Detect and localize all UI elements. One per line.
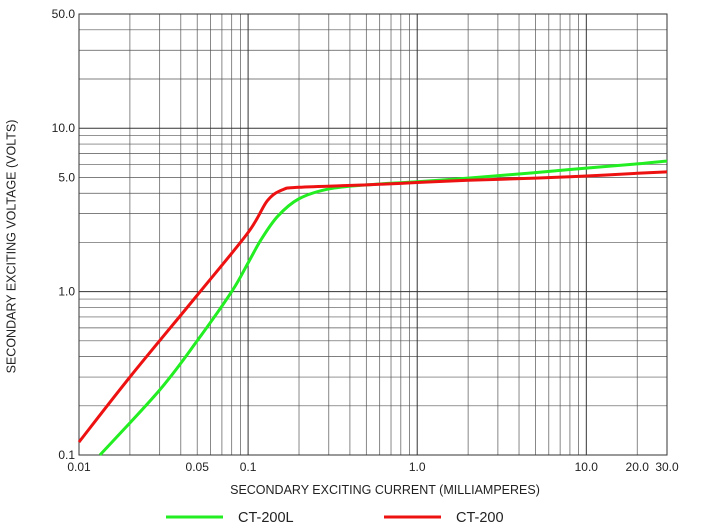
legend-label: CT-200L bbox=[238, 510, 294, 526]
y-tick-label: 50.0 bbox=[52, 7, 76, 21]
x-tick-label: 10.0 bbox=[575, 460, 599, 474]
y-tick-label: 10.0 bbox=[52, 121, 76, 135]
legend-label: CT-200 bbox=[456, 510, 504, 526]
y-tick-labels: 0.1 1.0 5.0 10.0 50.0 bbox=[52, 7, 76, 462]
x-tick-label: 0.1 bbox=[240, 460, 257, 474]
plot-frame bbox=[78, 13, 668, 456]
x-tick-label: 0.05 bbox=[186, 460, 210, 474]
y-tick-label: 1.0 bbox=[58, 285, 75, 299]
y-tick-label: 5.0 bbox=[58, 170, 75, 184]
series-line-ct-200 bbox=[77, 170, 668, 443]
series-line-ct-200l bbox=[98, 159, 668, 457]
y-tick-label: 0.1 bbox=[58, 448, 75, 462]
x-tick-label: 1.0 bbox=[409, 460, 426, 474]
grid-minor-lines bbox=[79, 13, 668, 455]
legend: CT-200L CT-200 bbox=[166, 510, 504, 526]
y-axis-title: SECONDARY EXCITING VOLTAGE (VOLTS) bbox=[4, 120, 18, 374]
series-layer bbox=[77, 159, 668, 457]
x-tick-label: 20.0 bbox=[626, 460, 650, 474]
x-tick-labels: 0.01 0.05 0.1 1.0 10.0 20.0 30.0 bbox=[67, 460, 679, 474]
x-tick-label: 30.0 bbox=[655, 460, 679, 474]
x-axis-title: SECONDARY EXCITING CURRENT (MILLIAMPERES… bbox=[230, 483, 540, 497]
x-tick-label: 0.01 bbox=[67, 460, 91, 474]
